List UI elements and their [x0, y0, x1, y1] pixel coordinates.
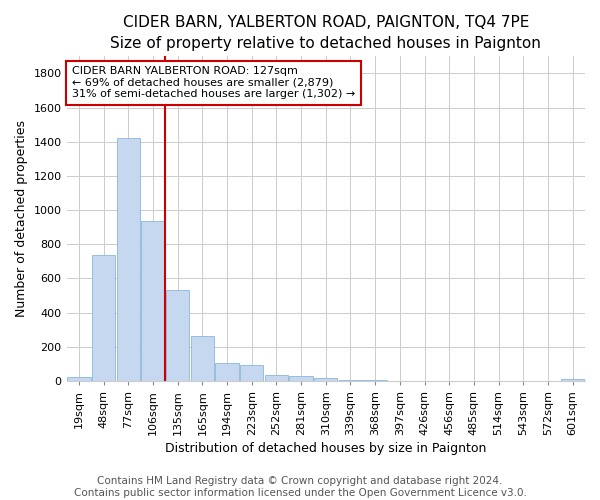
- X-axis label: Distribution of detached houses by size in Paignton: Distribution of detached houses by size …: [165, 442, 487, 455]
- Y-axis label: Number of detached properties: Number of detached properties: [15, 120, 28, 317]
- Bar: [141, 221, 164, 381]
- Bar: [191, 336, 214, 381]
- Bar: [116, 138, 140, 381]
- Bar: [364, 380, 387, 381]
- Bar: [67, 378, 91, 381]
- Bar: [215, 363, 239, 381]
- Text: CIDER BARN YALBERTON ROAD: 127sqm
← 69% of detached houses are smaller (2,879)
3: CIDER BARN YALBERTON ROAD: 127sqm ← 69% …: [72, 66, 355, 100]
- Bar: [561, 378, 584, 381]
- Bar: [92, 254, 115, 381]
- Bar: [339, 380, 362, 381]
- Bar: [240, 365, 263, 381]
- Bar: [314, 378, 337, 381]
- Bar: [289, 376, 313, 381]
- Bar: [166, 290, 190, 381]
- Bar: [265, 374, 288, 381]
- Text: Contains HM Land Registry data © Crown copyright and database right 2024.
Contai: Contains HM Land Registry data © Crown c…: [74, 476, 526, 498]
- Title: CIDER BARN, YALBERTON ROAD, PAIGNTON, TQ4 7PE
Size of property relative to detac: CIDER BARN, YALBERTON ROAD, PAIGNTON, TQ…: [110, 15, 541, 51]
